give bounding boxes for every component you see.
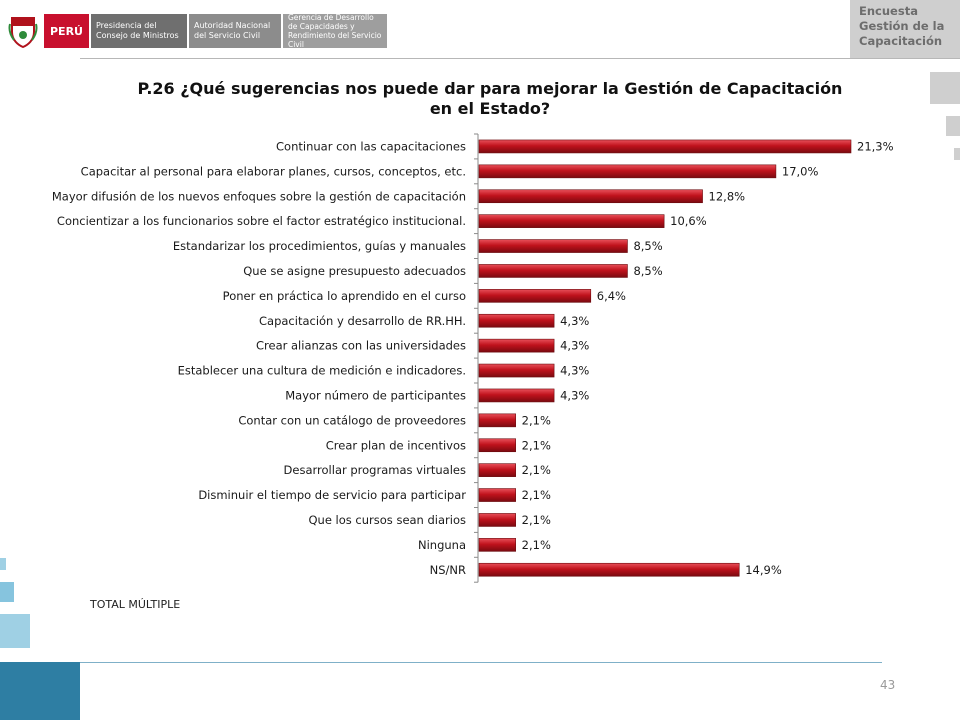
bar [478, 289, 592, 303]
category-label: Estandarizar los procedimientos, guías y… [173, 239, 466, 253]
bar [478, 214, 665, 228]
category-label: NS/NR [430, 563, 466, 577]
institution-pcm: Presidencia del Consejo de Ministros [90, 14, 187, 48]
data-label: 8,5% [633, 264, 662, 278]
category-label: Capacitación y desarrollo de RR.HH. [259, 314, 466, 328]
survey-tag-line: Gestión de la [859, 19, 945, 33]
data-label: 4,3% [560, 314, 589, 328]
coat-of-arms-icon [8, 17, 38, 48]
bar [478, 463, 516, 477]
bar [478, 139, 852, 154]
category-label: Mayor difusión de los nuevos enfoques so… [52, 189, 466, 203]
bar [478, 338, 555, 353]
chart-title: P.26 ¿Qué sugerencias nos puede dar para… [137, 79, 843, 118]
category-label: Desarrollar programas virtuales [284, 463, 466, 477]
decorative-square [946, 116, 960, 136]
data-label: 10,6% [670, 214, 707, 228]
bar [478, 264, 628, 278]
category-label: Concientizar a los funcionarios sobre el… [57, 214, 466, 228]
data-label: 4,3% [560, 339, 589, 353]
institution-servir: Autoridad Nacional del Servicio Civil [188, 14, 281, 48]
decorative-square [0, 614, 30, 648]
category-label: Disminuir el tiempo de servicio para par… [198, 488, 466, 502]
category-label: Que se asigne presupuesto adecuados [243, 264, 466, 278]
government-logo-strip: PERÚ Presidencia del Consejo de Ministro… [8, 10, 387, 52]
survey-tag-line: Encuesta [859, 4, 918, 18]
data-label: 14,9% [745, 563, 782, 577]
data-label: 12,8% [709, 189, 746, 203]
category-label: Crear alianzas con las universidades [256, 339, 466, 353]
bar [478, 538, 516, 552]
footer-divider [80, 662, 882, 663]
bar [478, 562, 740, 577]
data-label: 2,1% [522, 488, 551, 502]
category-label: Poner en práctica lo aprendido en el cur… [223, 289, 466, 303]
data-label: 17,0% [782, 164, 819, 178]
bar-chart: Continuar con las capacitaciones 21,3% Cap… [52, 133, 894, 583]
bar [478, 388, 555, 403]
bar [478, 513, 516, 527]
bar [478, 239, 628, 253]
country-badge: PERÚ [44, 14, 89, 48]
category-label: Contar con un catálogo de proveedores [238, 413, 466, 427]
data-label: 2,1% [522, 513, 551, 527]
data-label: 8,5% [633, 239, 662, 253]
decorative-square [954, 148, 960, 160]
bar [478, 363, 555, 378]
category-label: Que los cursos sean diarios [308, 513, 466, 527]
category-label: Capacitar al personal para elaborar plan… [81, 164, 466, 178]
bar [478, 313, 555, 328]
bar [478, 438, 516, 453]
survey-tag-line: Capacitación [859, 34, 943, 48]
decorative-square [0, 582, 14, 602]
footer-accent-block [0, 662, 80, 720]
data-label: 2,1% [522, 538, 551, 552]
total-note: TOTAL MÚLTIPLE [90, 598, 181, 611]
header: PERÚ Presidencia del Consejo de Ministro… [0, 0, 960, 70]
category-label: Crear plan de incentivos [326, 438, 466, 452]
decorative-square [930, 72, 960, 104]
institution-gerencia: Gerencia de Desarrollo de Capacidades y … [282, 13, 387, 49]
page-number: 43 [880, 678, 896, 692]
data-label: 2,1% [522, 463, 551, 477]
survey-tag: Encuesta Gestión de la Capacitación [850, 0, 960, 58]
bar [478, 413, 516, 428]
category-label: Establecer una cultura de medición e ind… [178, 364, 466, 378]
category-label: Continuar con las capacitaciones [276, 139, 466, 153]
bar [478, 164, 777, 179]
data-label: 4,3% [560, 364, 589, 378]
data-label: 2,1% [522, 438, 551, 452]
data-label: 21,3% [857, 139, 894, 153]
data-label: 2,1% [522, 413, 551, 427]
bar [478, 488, 516, 502]
data-label: 4,3% [560, 388, 589, 402]
data-label: 6,4% [597, 289, 626, 303]
bar [478, 189, 703, 204]
decorative-square [0, 558, 6, 570]
header-divider [80, 58, 960, 59]
category-label: Ninguna [418, 538, 466, 552]
category-label: Mayor número de participantes [285, 388, 466, 402]
